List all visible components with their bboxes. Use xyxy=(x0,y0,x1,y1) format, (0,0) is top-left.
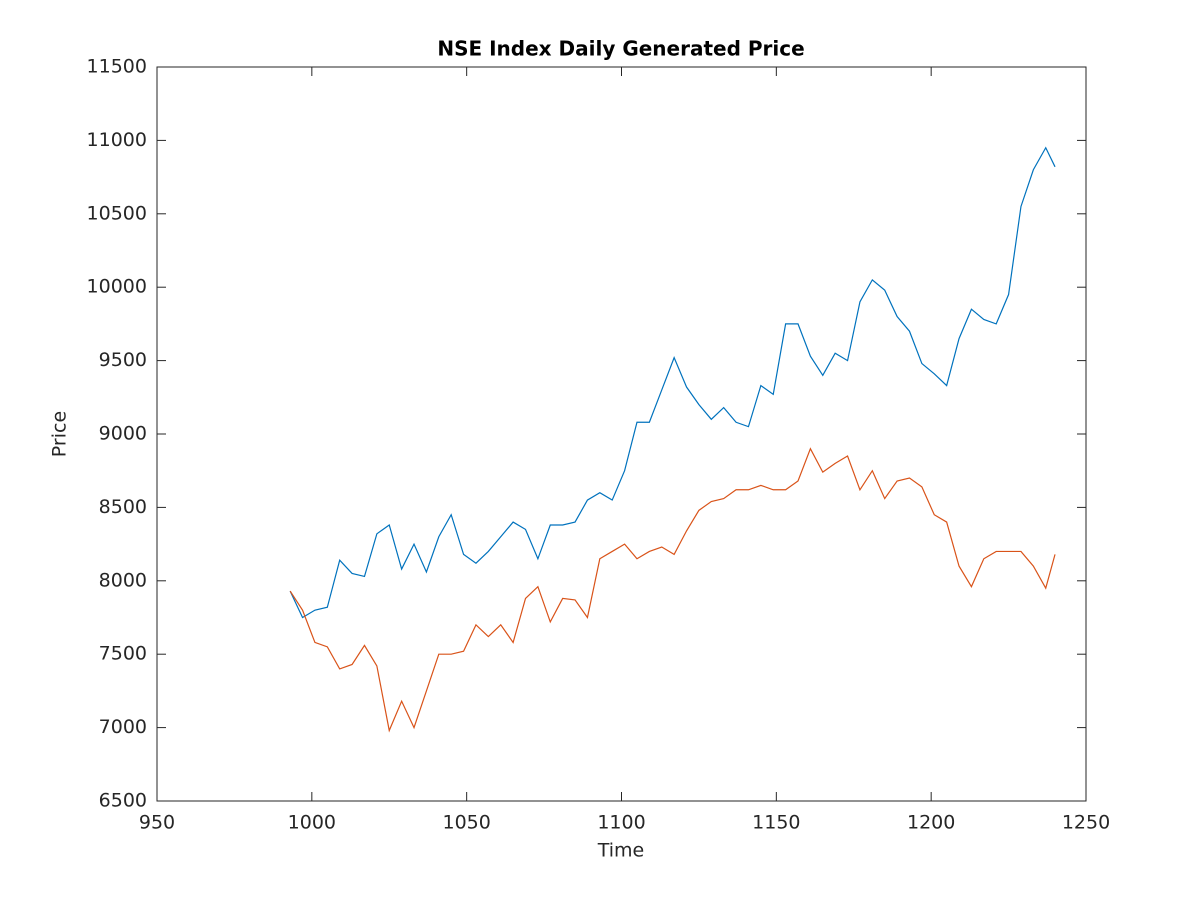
y-tick-label: 6500 xyxy=(99,790,147,812)
y-tick-label: 10500 xyxy=(87,202,147,224)
y-tick-label: 8500 xyxy=(99,496,147,518)
x-tick-label: 1050 xyxy=(442,812,490,834)
y-axis-label: Price xyxy=(49,411,71,457)
series-line xyxy=(289,447,1056,733)
y-tick-label: 10000 xyxy=(87,276,147,298)
y-tick-label: 8000 xyxy=(99,569,147,591)
plot-area xyxy=(156,66,1087,802)
x-tick-label: 1100 xyxy=(597,812,645,834)
series-line xyxy=(289,146,1056,619)
y-tick-label: 9500 xyxy=(99,349,147,371)
y-tick-label: 11500 xyxy=(87,56,147,78)
x-tick-label: 950 xyxy=(139,812,175,834)
x-tick-label: 1200 xyxy=(907,812,955,834)
x-tick-label: 1150 xyxy=(752,812,800,834)
y-tick-label: 9000 xyxy=(99,423,147,445)
x-tick-label: 1250 xyxy=(1062,812,1110,834)
y-tick-label: 7000 xyxy=(99,716,147,738)
y-tick-label: 11000 xyxy=(87,129,147,151)
x-tick-label: 1000 xyxy=(288,812,336,834)
y-tick-label: 7500 xyxy=(99,643,147,665)
x-axis-label: Time xyxy=(597,840,645,862)
chart-title: NSE Index Daily Generated Price xyxy=(437,37,804,61)
